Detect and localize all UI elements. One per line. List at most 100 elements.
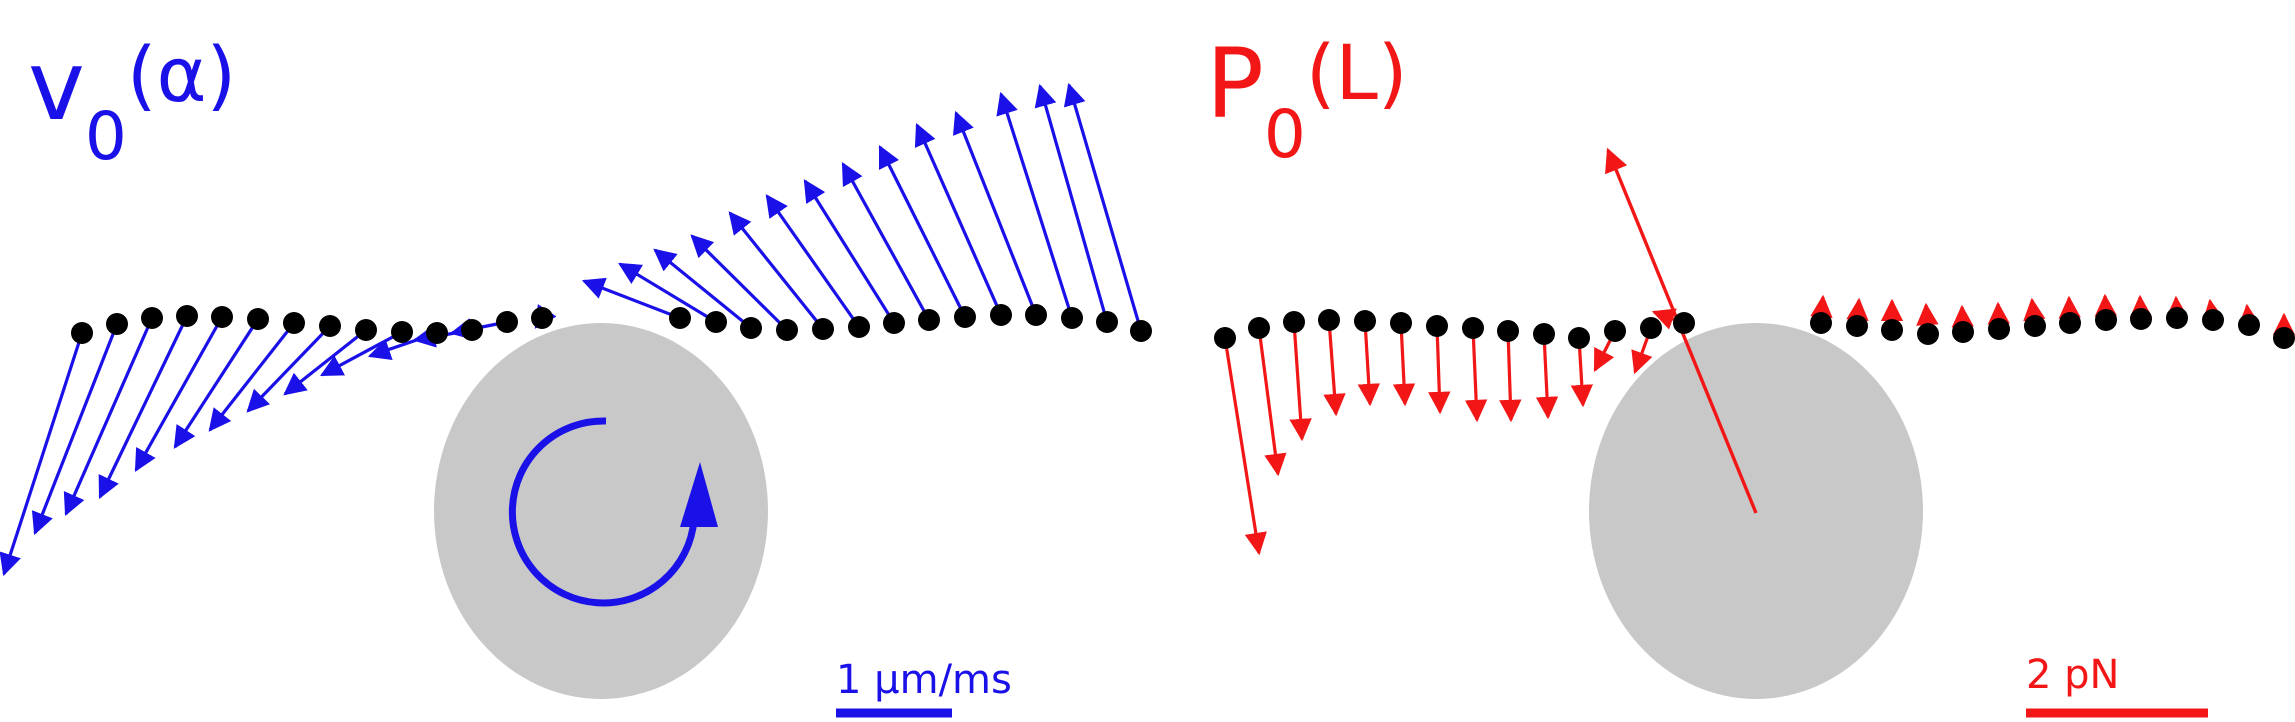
force-arrow [1392,322,1416,407]
bead [1214,327,1236,349]
bead [812,318,834,340]
velocity-arrow [765,194,861,328]
force-arrow [1223,337,1267,556]
bead [176,305,198,327]
bead [1248,317,1270,339]
velocity-arrow [878,144,967,318]
velocity-title-sub: 0 [84,98,127,175]
bead [848,316,870,338]
bead [1354,310,1376,332]
bead [954,306,976,328]
bead [776,319,798,341]
force-scale-label: 2 pN [2026,652,2120,698]
bead [496,311,518,333]
bead [990,304,1012,326]
force-title-sub: 0 [1263,96,1306,173]
velocity-arrow [1034,83,1109,323]
velocity-arrow [653,248,753,330]
velocity-title-arg: (α) [126,30,237,119]
bead [883,312,905,334]
bead [283,312,305,334]
beads-left [71,304,1152,344]
velocity-arrow [803,179,896,324]
velocity-arrow [690,234,789,332]
velocity-arrow [841,162,931,321]
bead [669,307,691,329]
force-title: P0(L) [1206,35,1408,168]
bead [319,315,341,337]
bead [1881,319,1903,341]
velocity-arrow [914,122,1003,316]
velocity-arrow [953,110,1038,316]
bead [1640,317,1662,339]
bead [1810,312,1832,334]
bead [391,321,413,343]
bead [141,307,163,329]
force-arrow [1323,319,1346,417]
velocity-scale-label: 1 μm/ms [836,657,1012,703]
force-arrow [1357,320,1380,407]
bead [1130,320,1152,342]
velocity-arrow [1063,82,1143,332]
beads-right [1214,307,2295,349]
bead [2273,327,2295,349]
velocity-arrow [246,324,332,413]
bead [531,307,553,329]
velocity-arrow [996,91,1074,319]
bead [2130,308,2152,330]
bead [1673,312,1695,334]
velocity-title-main: v [28,30,85,142]
force-arrow [1570,337,1593,408]
force-title-arg: (L) [1305,28,1408,117]
bead [740,317,762,339]
force-arrow [1464,327,1488,423]
bead [211,306,233,328]
bead [1061,307,1083,329]
bead [1025,304,1047,326]
bead [461,319,483,341]
velocity-arrow [618,262,717,324]
velocity-arrow [581,277,681,320]
bead [1917,323,1939,345]
force-arrow [1428,325,1451,415]
force-title-main: P [1206,28,1264,140]
velocity-arrow [208,322,296,432]
bead [1390,312,1412,334]
bead [2202,309,2224,331]
force-arrow [1535,333,1559,420]
bead [1604,320,1626,342]
bead [1952,321,1974,343]
velocity-arrow [173,318,260,449]
bead [2059,312,2081,334]
bead [2095,309,2117,331]
bead [705,311,727,333]
bead [71,322,93,344]
bead [1096,311,1118,333]
velocity-arrow [31,323,119,536]
velocity-arrow [728,211,825,331]
force-arrow [1257,327,1287,477]
bead [1462,317,1484,339]
cell-body-left [434,323,768,699]
bead [1497,320,1519,342]
bead [1283,311,1305,333]
bead [355,319,377,341]
bead [1988,318,2010,340]
bead [1318,309,1340,331]
bead [1426,315,1448,337]
velocity-arrow [134,316,224,472]
bead [1846,315,1868,337]
velocity-title: v0(α) [28,37,236,170]
rotation-arrow-icon [508,417,718,607]
velocity-arrow [98,315,189,500]
bead [247,308,269,330]
bead [2024,315,2046,337]
bead [1568,327,1590,349]
bead [918,309,940,331]
bead [2238,314,2260,336]
velocity-arrow [0,332,84,577]
bead [1533,323,1555,345]
bead [426,322,448,344]
force-arrow [1289,321,1312,442]
